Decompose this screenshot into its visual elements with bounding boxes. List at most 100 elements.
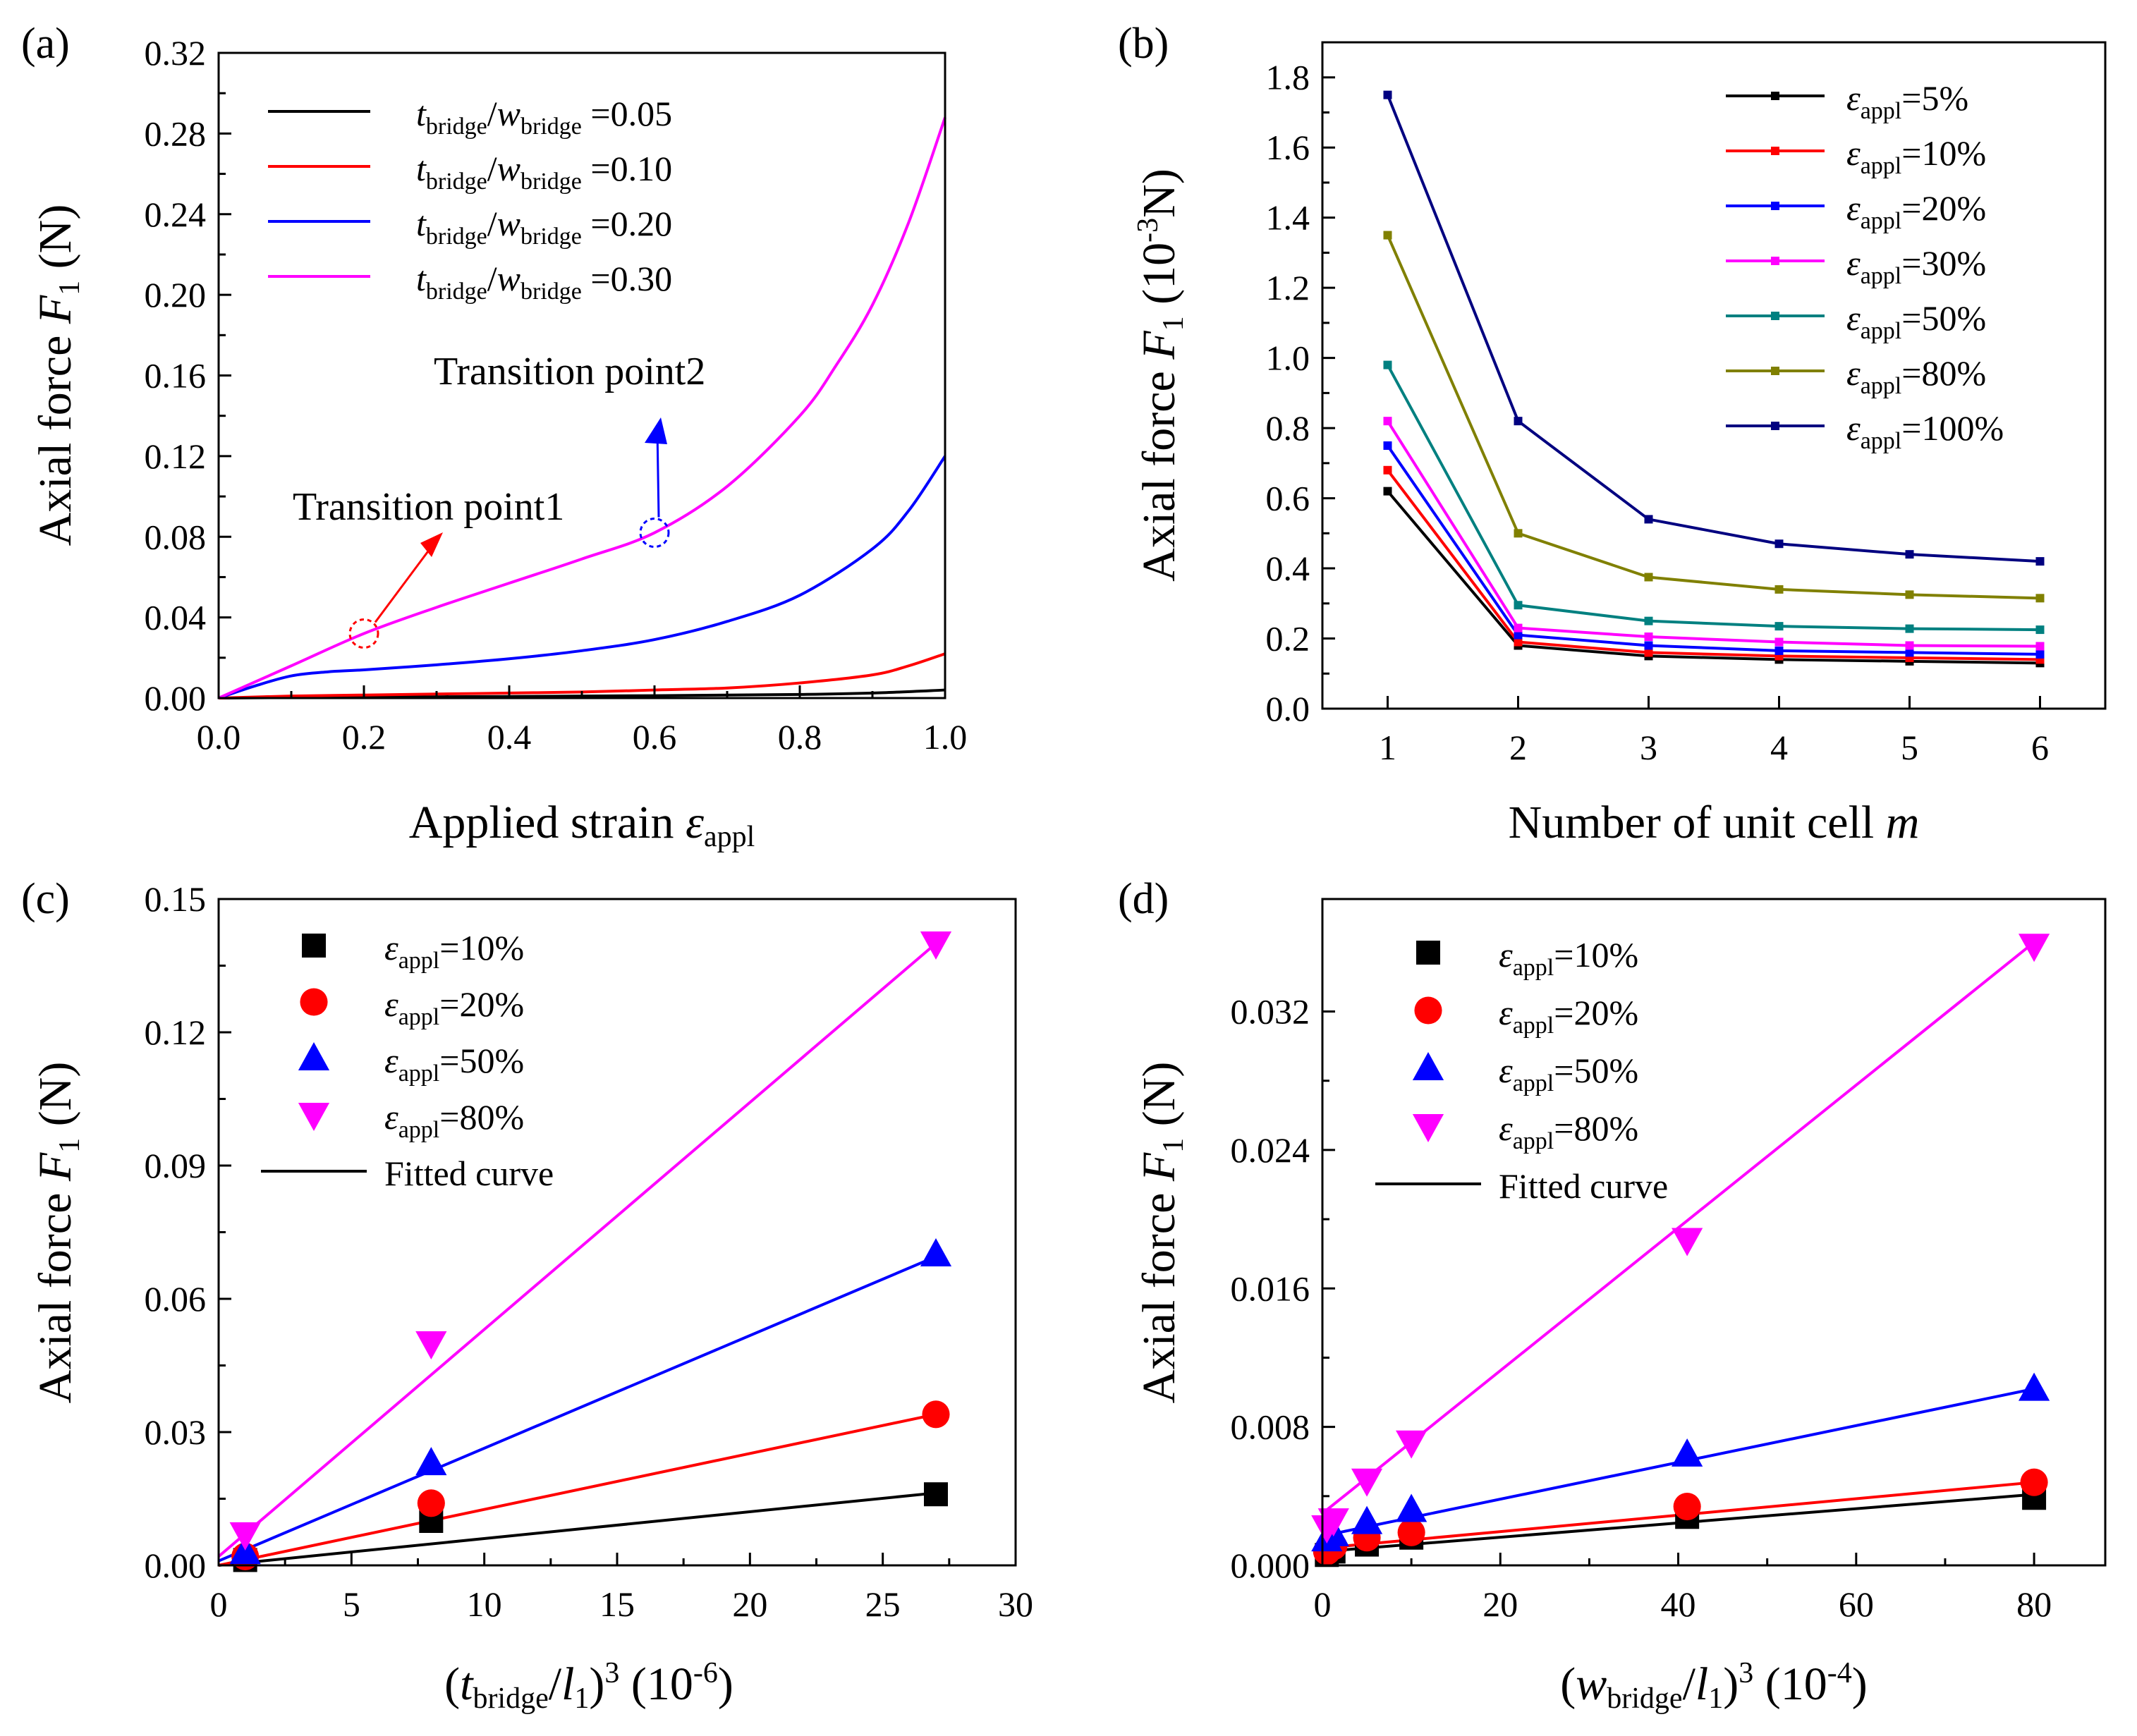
legend-marker-appl-50 bbox=[298, 1042, 330, 1070]
series-point-appl-30 bbox=[1905, 641, 1914, 650]
panel-a-xtick-label: 1.0 bbox=[923, 717, 968, 757]
legend-label-appl-10: εappl=10% bbox=[1846, 133, 1986, 179]
transition-point2-label: Transition point2 bbox=[434, 350, 705, 393]
series-point-appl-10 bbox=[1644, 648, 1653, 657]
transition-point2-marker bbox=[639, 518, 670, 549]
legend-label-tbridge-wbridge-0-20: tbridge/wbridge =0.20 bbox=[416, 204, 672, 250]
panel-a-ytick-label: 0.32 bbox=[145, 33, 207, 73]
panel-a-ytick-label: 0.08 bbox=[145, 517, 207, 556]
data-point-appl-80 bbox=[229, 1522, 261, 1551]
series-point-appl-20 bbox=[1514, 630, 1523, 640]
series-point-appl-20 bbox=[1905, 648, 1914, 657]
panel-d-ytick-label: 0.008 bbox=[1231, 1407, 1310, 1447]
panel-b-xtick-label: 4 bbox=[1770, 728, 1788, 767]
legend-label-appl-20: εappl=20% bbox=[384, 984, 524, 1030]
panel-b-ylabel: Axial force F1 (10-3N) bbox=[1132, 169, 1190, 582]
series-point-appl-80 bbox=[1905, 590, 1914, 599]
panel-b-xtick-label: 5 bbox=[1901, 728, 1918, 767]
legend-swatch-point-appl-80 bbox=[1771, 367, 1779, 375]
panel-a-xtick-label: 0.4 bbox=[487, 717, 532, 757]
legend-swatch-point-appl-30 bbox=[1771, 257, 1779, 265]
data-point-appl-50 bbox=[2018, 1372, 2050, 1401]
panel-a-xlabel: Applied strain εappl bbox=[409, 797, 755, 853]
fit-line-appl-80 bbox=[1321, 941, 2035, 1515]
panel-a-ytick-label: 0.20 bbox=[145, 275, 207, 314]
panel-d-xtick-label: 20 bbox=[1482, 1584, 1518, 1624]
panel-d-ytick-label: 0.000 bbox=[1231, 1546, 1310, 1585]
panel-c-xlabel: (tbridge/l1)3 (10-6) bbox=[444, 1657, 733, 1715]
panel-c-label: (c) bbox=[21, 875, 70, 923]
data-point-appl-80 bbox=[2018, 934, 2050, 962]
data-point-appl-80 bbox=[920, 931, 952, 960]
panel-a-ytick-label: 0.28 bbox=[145, 114, 207, 153]
data-point-appl-80 bbox=[1351, 1468, 1383, 1497]
legend-label-appl-100: εappl=100% bbox=[1846, 408, 2004, 454]
panel-b-ytick-label: 0.8 bbox=[1266, 408, 1310, 448]
series-point-appl-100 bbox=[1514, 417, 1523, 426]
legend-label-appl-80: εappl=80% bbox=[384, 1097, 524, 1143]
panel-b-ytick-label: 1.0 bbox=[1266, 338, 1310, 378]
panel-b-label: (b) bbox=[1118, 20, 1169, 68]
legend-swatch-point-appl-100 bbox=[1771, 422, 1779, 430]
series-line-tbridge-wbridge-0-20 bbox=[218, 455, 946, 699]
legend-label-appl-20: εappl=20% bbox=[1499, 993, 1638, 1039]
panel-c-legend: εappl=10% εappl=20% εappl=50% εappl=80% Fitt… bbox=[261, 928, 554, 1193]
series-point-appl-30 bbox=[1774, 637, 1784, 647]
data-point-appl-20 bbox=[1397, 1518, 1425, 1546]
series-point-appl-80 bbox=[1383, 231, 1392, 240]
legend-label-fitted-curve: Fitted curve bbox=[384, 1154, 554, 1193]
data-point-appl-20 bbox=[417, 1489, 445, 1517]
data-point-appl-20 bbox=[922, 1400, 950, 1429]
panel-d-xtick-label: 80 bbox=[2016, 1584, 2052, 1624]
panel-b-legend: εappl=5% εappl=10% εappl=20% εappl=30% εappl… bbox=[1726, 78, 2004, 454]
legend-marker-appl-10 bbox=[302, 934, 326, 958]
panel-a-legend: tbridge/wbridge =0.05 tbridge/wbridge =0.… bbox=[268, 94, 672, 305]
panel-b-ticks: 1 2 3 4 5 6 0.0 0.2 0.4 0.6 0.8 1.0 1.2 1.4 1.6 1.8 bbox=[1266, 58, 2050, 767]
legend-marker-appl-10 bbox=[1416, 941, 1440, 965]
series-line-appl-10 bbox=[1386, 469, 2040, 661]
series-point-appl-80 bbox=[1644, 573, 1653, 582]
series-point-appl-10 bbox=[1514, 637, 1523, 647]
panel-d-label: (d) bbox=[1118, 875, 1169, 923]
transition-point2-arrowhead bbox=[645, 417, 667, 444]
fit-line-appl-50 bbox=[218, 1255, 937, 1563]
series-point-appl-50 bbox=[1383, 360, 1392, 369]
panel-b-xtick-label: 3 bbox=[1640, 728, 1657, 767]
panel-a-ytick-label: 0.00 bbox=[145, 678, 207, 718]
transition-point1-label: Transition point1 bbox=[293, 485, 564, 529]
series-line-appl-20 bbox=[1386, 444, 2040, 656]
series-point-appl-80 bbox=[1514, 529, 1523, 538]
data-point-appl-80 bbox=[1672, 1228, 1703, 1257]
series-point-appl-20 bbox=[1644, 641, 1653, 650]
legend-marker-appl-80 bbox=[1412, 1114, 1444, 1142]
legend-label-appl-50: εappl=50% bbox=[1846, 298, 1986, 344]
legend-label-fitted-curve: Fitted curve bbox=[1499, 1166, 1668, 1206]
panel-a-label: (a) bbox=[21, 20, 70, 68]
panel-b-ytick-label: 0.4 bbox=[1266, 549, 1310, 588]
legend-label-appl-50: εappl=50% bbox=[384, 1041, 524, 1087]
series-line-appl-100 bbox=[1386, 94, 2040, 563]
fit-line-appl-80 bbox=[217, 942, 937, 1558]
panel-c-ytick-label: 0.15 bbox=[145, 879, 207, 919]
fit-line-appl-20 bbox=[218, 1412, 937, 1567]
panel-a-ytick-label: 0.24 bbox=[145, 195, 207, 234]
series-point-appl-100 bbox=[1383, 90, 1392, 99]
data-point-appl-50 bbox=[1351, 1505, 1383, 1534]
data-point-appl-50 bbox=[415, 1447, 447, 1476]
panel-d-xlabel: (wbridge/l1)3 (10-4) bbox=[1560, 1657, 1867, 1715]
panel-a-ylabel: Axial force F1 (N) bbox=[30, 204, 86, 546]
series-point-appl-100 bbox=[2035, 557, 2045, 566]
panel-c-xtick-label: 10 bbox=[467, 1584, 502, 1624]
series-line-appl-30 bbox=[1386, 420, 2040, 648]
panel-d-frame bbox=[1321, 898, 2107, 1567]
panel-b-xlabel: Number of unit cell m bbox=[1509, 797, 1920, 848]
panel-a-series bbox=[218, 116, 946, 699]
panel-c-xtick-label: 25 bbox=[865, 1584, 901, 1624]
panel-c-xtick-label: 30 bbox=[998, 1584, 1033, 1624]
series-point-appl-10 bbox=[1383, 465, 1392, 475]
panel-b: (b) 1 2 3 4 5 6 0.0 0.2 0.4 0.6 0.8 1.0 1.2 1.4 1.6 1.8… bbox=[1118, 20, 2107, 848]
legend-label-appl-80: εappl=80% bbox=[1499, 1108, 1638, 1154]
data-point-appl-80 bbox=[1396, 1430, 1427, 1459]
panel-a-ytick-label: 0.04 bbox=[145, 598, 207, 637]
panel-c-ylabel: Axial force F1 (N) bbox=[30, 1062, 86, 1404]
